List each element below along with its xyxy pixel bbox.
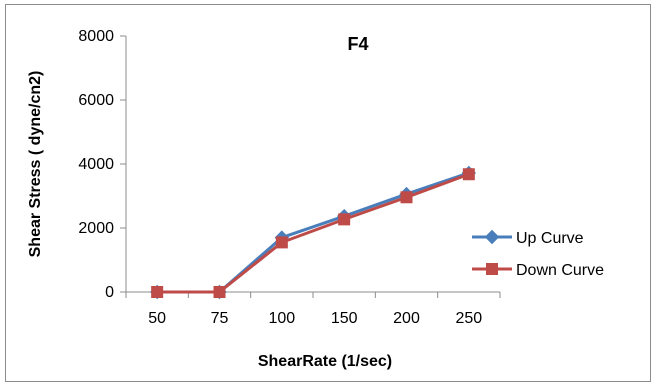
data-point xyxy=(462,168,475,181)
y-tick-label: 2000 xyxy=(78,220,114,237)
x-tick-label: 250 xyxy=(455,310,482,327)
series-line xyxy=(157,172,470,294)
series-up-curve xyxy=(149,165,477,300)
legend-item: Up Curve xyxy=(472,229,584,247)
x-axis-label: ShearRate (1/sec) xyxy=(258,353,392,370)
x-tick-label: 75 xyxy=(211,310,229,327)
data-point xyxy=(213,286,226,298)
legend-label: Up Curve xyxy=(516,230,584,247)
legend-item: Down Curve xyxy=(472,262,604,279)
y-axis: 0 2000 4000 6000 8000 xyxy=(78,28,127,301)
series-layer xyxy=(149,165,477,300)
chart-title: F4 xyxy=(347,34,368,54)
data-point xyxy=(338,213,351,226)
legend-swatch-marker xyxy=(484,229,500,245)
x-tick-label: 50 xyxy=(148,310,166,327)
data-point xyxy=(400,191,413,204)
series-down-curve xyxy=(151,168,475,298)
data-point xyxy=(275,236,288,249)
legend-label: Down Curve xyxy=(516,262,604,279)
chart-frame xyxy=(5,4,651,382)
x-tick-label: 150 xyxy=(331,310,358,327)
x-tick-label: 200 xyxy=(393,310,420,327)
y-tick-label: 4000 xyxy=(78,156,114,173)
y-tick-label: 0 xyxy=(105,284,114,301)
legend-swatch-marker xyxy=(486,263,498,275)
x-axis: 50 75 100 150 200 250 xyxy=(125,291,501,327)
legend: Up Curve Down Curve xyxy=(472,229,604,279)
y-axis-label: Shear Stress ( dyne/cn2) xyxy=(27,71,44,258)
y-tick-label: 8000 xyxy=(78,28,114,45)
x-tick-label: 100 xyxy=(268,310,295,327)
y-tick-label: 6000 xyxy=(78,92,114,109)
data-point xyxy=(151,286,164,298)
